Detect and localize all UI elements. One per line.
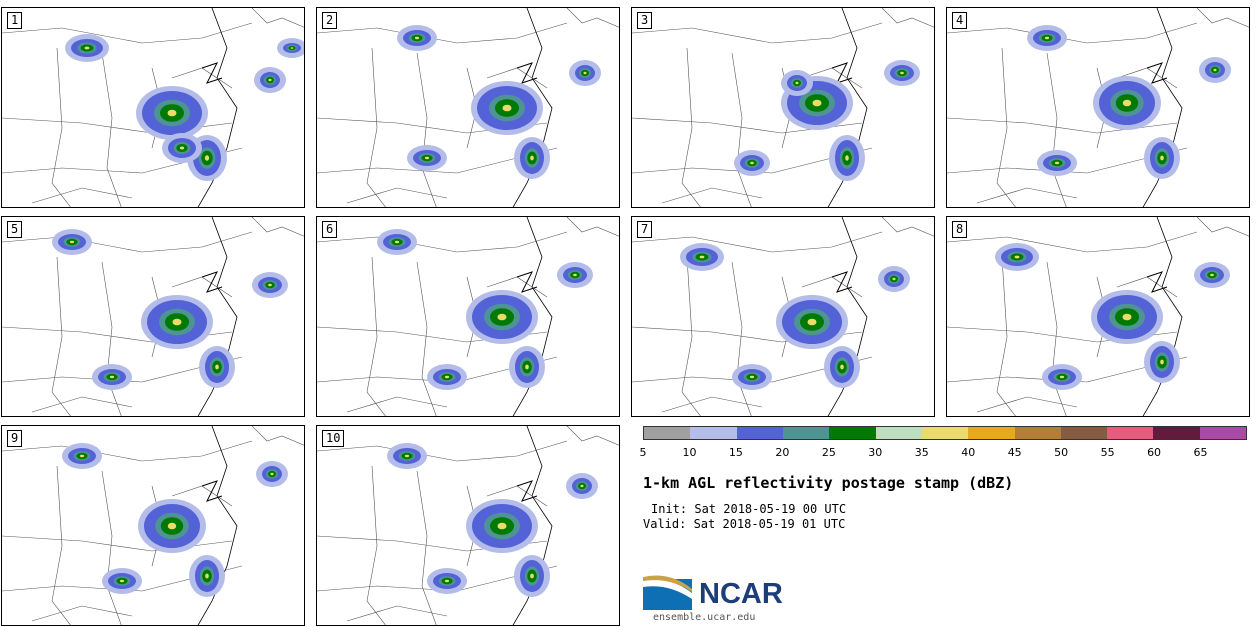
colorbar-swatch [736, 427, 783, 439]
base-map [632, 217, 934, 416]
colorbar-tick-label: 5 [639, 446, 647, 459]
colorbar-swatch [1107, 427, 1154, 439]
colorbar-swatch [1014, 427, 1061, 439]
init-time: Init: Sat 2018-05-19 00 UTC [651, 502, 847, 516]
product-title: 1-km AGL reflectivity postage stamp (dBZ… [643, 474, 1014, 492]
colorbar-swatch [875, 427, 922, 439]
base-map [2, 217, 304, 416]
colorbar-swatch [829, 427, 876, 439]
base-map [317, 8, 619, 207]
base-map [947, 8, 1249, 207]
base-map [317, 426, 619, 625]
colorbar-tick-label: 15 [728, 446, 743, 459]
colorbar-tick-label: 20 [775, 446, 790, 459]
valid-time: Valid: Sat 2018-05-19 01 UTC [643, 517, 846, 531]
ensemble-member-panel: 10 [316, 425, 620, 626]
panel-number: 7 [637, 221, 653, 238]
panel-number: 2 [322, 12, 338, 29]
panel-number: 8 [952, 221, 968, 238]
colorbar-tick-label: 35 [914, 446, 929, 459]
colorbar [643, 426, 1247, 440]
ncar-logo-text: NCAR [699, 578, 783, 610]
colorbar-tick-label: 55 [1100, 446, 1115, 459]
colorbar-tick-label: 25 [821, 446, 836, 459]
ensemble-member-panel: 6 [316, 216, 620, 417]
ensemble-member-panel: 7 [631, 216, 935, 417]
colorbar-swatch [1060, 427, 1108, 439]
panel-number: 3 [637, 12, 653, 29]
ensemble-member-panel: 8 [946, 216, 1250, 417]
panel-number: 6 [322, 221, 338, 238]
colorbar-tick-label: 40 [961, 446, 976, 459]
panel-number: 4 [952, 12, 968, 29]
colorbar-tick-label: 30 [868, 446, 883, 459]
ncar-logo-icon [643, 575, 692, 610]
colorbar-swatch [1199, 427, 1247, 439]
colorbar-swatch [968, 427, 1015, 439]
panel-number: 1 [7, 12, 23, 29]
colorbar-tick-label: 10 [682, 446, 697, 459]
colorbar-swatch [921, 427, 969, 439]
colorbar-swatch [1153, 427, 1200, 439]
ensemble-member-panel: 5 [1, 216, 305, 417]
base-map [2, 8, 304, 207]
colorbar-tick-label: 65 [1193, 446, 1208, 459]
panel-number: 9 [7, 430, 23, 447]
colorbar-tick-label: 60 [1147, 446, 1162, 459]
colorbar-tick-label: 45 [1007, 446, 1022, 459]
ensemble-member-panel: 9 [1, 425, 305, 626]
ensemble-member-panel: 3 [631, 7, 935, 208]
colorbar-ticks: 5 10 15 20 25 30 35 40 45 50 55 60 65 [639, 446, 1247, 460]
colorbar-swatch [782, 427, 830, 439]
base-map [317, 217, 619, 416]
ensemble-member-panel: 4 [946, 7, 1250, 208]
ensemble-member-panel: 2 [316, 7, 620, 208]
logo-url: ensemble.ucar.edu [653, 612, 756, 623]
base-map [2, 426, 304, 625]
colorbar-tick-label: 50 [1054, 446, 1069, 459]
colorbar-swatch [644, 427, 691, 439]
base-map [947, 217, 1249, 416]
ensemble-member-panel: 1 [1, 7, 305, 208]
colorbar-swatch [690, 427, 737, 439]
panel-number: 10 [322, 430, 345, 447]
base-map [632, 8, 934, 207]
panel-number: 5 [7, 221, 23, 238]
